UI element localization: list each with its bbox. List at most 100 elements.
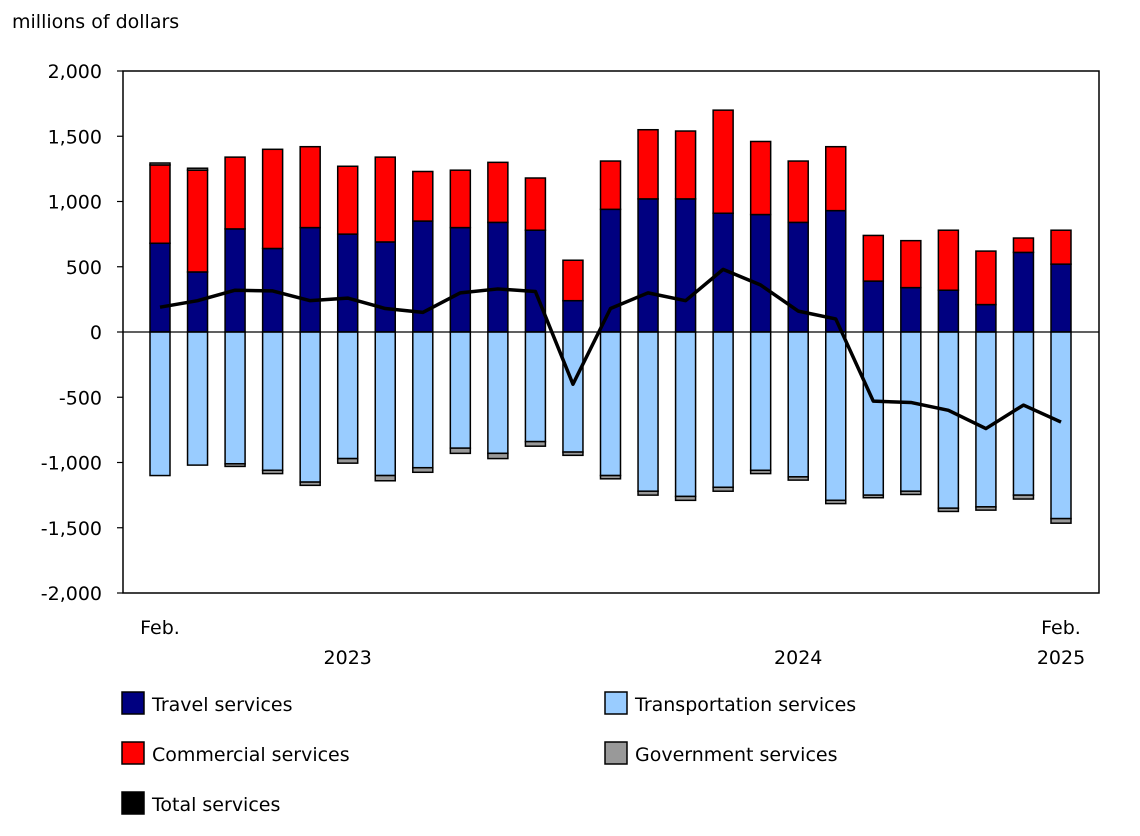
bar-travel-services bbox=[374, 241, 396, 333]
legend-label: Government services bbox=[635, 744, 838, 766]
bar-commercial-services bbox=[149, 164, 171, 245]
y-tick-label: 1,500 bbox=[48, 126, 102, 148]
bar-travel-services bbox=[749, 213, 772, 333]
bar-commercial-services bbox=[186, 169, 209, 273]
bar-transportation-services bbox=[149, 331, 171, 477]
bar-travel-services bbox=[975, 303, 997, 333]
bar-government-services bbox=[487, 452, 509, 460]
bar-commercial-services bbox=[562, 259, 584, 302]
bar-commercial-services bbox=[712, 109, 734, 214]
legend-swatch bbox=[604, 741, 628, 765]
legend-swatch bbox=[121, 791, 145, 815]
bar-travel-services bbox=[599, 208, 622, 333]
bar-travel-services bbox=[149, 242, 171, 333]
bar-transportation-services bbox=[224, 331, 246, 465]
legend-swatch bbox=[121, 691, 145, 715]
bar-travel-services bbox=[674, 198, 697, 333]
bar-commercial-services bbox=[374, 156, 396, 243]
bar-travel-services bbox=[299, 226, 321, 333]
bar-transportation-services bbox=[562, 331, 584, 453]
bar-commercial-services bbox=[862, 234, 885, 282]
bar-government-services bbox=[449, 447, 472, 455]
bar-commercial-services bbox=[674, 130, 697, 200]
bar-transportation-services bbox=[937, 331, 960, 509]
bar-transportation-services bbox=[975, 331, 997, 508]
bar-government-services bbox=[599, 474, 622, 480]
bar-government-services bbox=[1012, 494, 1035, 500]
legend-label: Travel services bbox=[151, 694, 292, 716]
bar-government-services bbox=[787, 476, 809, 481]
bar-government-services bbox=[562, 451, 584, 457]
x-year-label: 2024 bbox=[774, 647, 822, 669]
legend-swatch bbox=[604, 691, 628, 715]
bar-travel-services bbox=[336, 233, 359, 333]
bar-travel-services bbox=[1050, 263, 1072, 333]
x-tick-label: Feb. bbox=[140, 617, 180, 639]
bar-commercial-services bbox=[224, 156, 246, 230]
bar-travel-services bbox=[412, 220, 434, 333]
bar-transportation-services bbox=[637, 331, 659, 492]
bars bbox=[149, 109, 1072, 524]
y-tick-label: -1,000 bbox=[41, 453, 102, 475]
bar-travel-services bbox=[524, 229, 547, 333]
bar-transportation-services bbox=[712, 331, 734, 489]
bar-transportation-services bbox=[186, 331, 209, 466]
x-year-label: 2023 bbox=[324, 647, 372, 669]
bar-government-services bbox=[712, 486, 734, 492]
y-tick-label: 1,000 bbox=[48, 192, 102, 214]
bar-government-services bbox=[749, 469, 772, 475]
legend-label: Transportation services bbox=[634, 694, 856, 716]
y-tick-label: 500 bbox=[66, 257, 102, 279]
bar-commercial-services bbox=[749, 140, 772, 216]
axes: 2,000 1,500 1,000 500 0 -500 -1,000 -1,500 -2,00… bbox=[41, 61, 1100, 669]
bar-travel-services bbox=[487, 221, 509, 333]
bar-government-services bbox=[975, 506, 997, 511]
bar-commercial-services bbox=[825, 145, 847, 212]
bar-government-services bbox=[825, 499, 847, 505]
bar-commercial-services bbox=[975, 250, 997, 306]
y-tick-label: 2,000 bbox=[48, 61, 102, 83]
bar-government-services bbox=[186, 167, 209, 171]
bar-government-services bbox=[261, 469, 284, 475]
bar-travel-services bbox=[562, 299, 584, 333]
y-tick-label: -1,500 bbox=[41, 518, 102, 540]
bar-travel-services bbox=[900, 286, 922, 333]
bar-government-services bbox=[299, 481, 321, 487]
bar-transportation-services bbox=[336, 331, 359, 460]
bar-transportation-services bbox=[1012, 331, 1035, 496]
line-total-services bbox=[159, 267, 1062, 431]
bar-transportation-services bbox=[524, 331, 547, 443]
bar-travel-services bbox=[862, 280, 885, 333]
y-tick-label: -2,000 bbox=[41, 583, 102, 605]
legend-label: Commercial services bbox=[152, 744, 350, 766]
bar-transportation-services bbox=[674, 331, 697, 498]
bar-government-services bbox=[412, 466, 434, 474]
y-axis-label: millions of dollars bbox=[12, 11, 179, 33]
y-tick-label: 0 bbox=[90, 322, 102, 344]
bar-government-services bbox=[862, 494, 885, 499]
bar-transportation-services bbox=[412, 331, 434, 469]
bar-travel-services bbox=[1012, 251, 1035, 333]
bar-government-services bbox=[937, 507, 960, 513]
bar-government-services bbox=[674, 495, 697, 502]
bar-government-services bbox=[524, 440, 547, 447]
bar-transportation-services bbox=[599, 331, 622, 477]
bar-commercial-services bbox=[261, 148, 284, 250]
bar-transportation-services bbox=[299, 331, 321, 483]
bar-transportation-services bbox=[261, 331, 284, 472]
bar-government-services bbox=[374, 474, 396, 482]
bar-commercial-services bbox=[412, 170, 434, 222]
bar-government-services bbox=[900, 490, 922, 496]
legend: Travel services Transportation services Co… bbox=[121, 691, 856, 816]
bar-transportation-services bbox=[374, 331, 396, 477]
bar-travel-services bbox=[937, 289, 960, 333]
bar-government-services bbox=[224, 463, 246, 468]
bar-commercial-services bbox=[1050, 229, 1072, 265]
bar-transportation-services bbox=[1050, 331, 1072, 520]
bar-commercial-services bbox=[599, 160, 622, 211]
bar-transportation-services bbox=[900, 331, 922, 492]
bar-transportation-services bbox=[487, 331, 509, 455]
legend-label: Total services bbox=[151, 794, 280, 816]
bar-commercial-services bbox=[299, 145, 321, 229]
